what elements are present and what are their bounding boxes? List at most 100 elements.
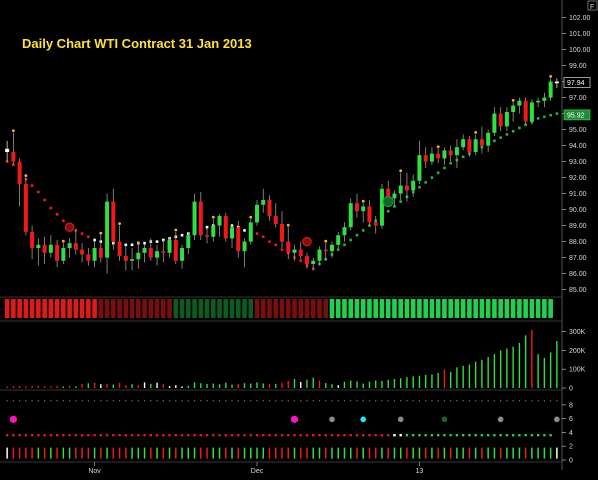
candle-body	[386, 188, 391, 199]
high-marker	[361, 199, 365, 203]
ribbon-bar	[548, 299, 553, 318]
high-marker	[118, 222, 121, 226]
ribbon-bar	[279, 299, 285, 318]
signal-grid-dot	[475, 400, 477, 402]
candle-body	[30, 232, 35, 248]
signal-trend-dot	[499, 434, 502, 437]
price-tick-label: 89.00	[569, 223, 587, 230]
candle-body	[517, 100, 522, 106]
signal-trend-dot	[218, 434, 221, 437]
ribbon-bar	[11, 299, 16, 318]
sell-signal-marker	[302, 236, 312, 247]
ribbon-bar	[323, 299, 329, 318]
candle-body	[461, 139, 466, 148]
signal-grid-dot	[343, 400, 346, 402]
ribbon-bar	[73, 299, 79, 318]
signal-trend-dot	[493, 434, 496, 437]
stop-dot	[518, 126, 521, 130]
candle-body	[548, 81, 553, 98]
ribbon-bar	[61, 299, 66, 318]
ribbon-bar	[504, 299, 510, 318]
stop-dot	[130, 243, 134, 247]
candle-body	[61, 248, 66, 261]
signal-grid-dot	[275, 400, 277, 402]
signal-trend-dot	[243, 434, 246, 437]
signal-grid-dot	[19, 400, 21, 402]
signal-tick-label: 0	[569, 458, 573, 465]
signal-grid-dot	[456, 400, 458, 402]
ribbon-bar	[92, 299, 97, 318]
ribbon-bar	[173, 299, 179, 318]
candle-body	[92, 248, 97, 261]
settings-box[interactable]	[587, 0, 598, 11]
price-tick-label: 99.00	[569, 63, 587, 70]
candle-body	[230, 227, 235, 239]
candle-body	[379, 188, 384, 226]
ribbon-bar	[242, 299, 247, 318]
signal-grid-dot	[543, 400, 545, 402]
signal-grid-dot	[175, 400, 177, 402]
candle-body	[267, 200, 272, 216]
signal-grid-dot	[193, 400, 196, 402]
candle-body	[105, 201, 110, 258]
ribbon-bar	[42, 299, 47, 318]
stop-dot	[205, 225, 209, 229]
stop-dot	[555, 112, 559, 115]
ribbon-bar	[67, 299, 72, 318]
price-tick-label: 97.00	[569, 95, 587, 102]
high-marker	[399, 169, 403, 173]
signal-grid-dot	[81, 400, 83, 402]
stop-dot	[499, 136, 502, 139]
candle-body	[304, 256, 309, 264]
signal-trend-dot	[162, 434, 165, 437]
ribbon-bar	[542, 299, 547, 318]
stop-dot	[511, 129, 515, 133]
signal-grid-dot	[493, 400, 496, 402]
candle-body	[298, 249, 303, 256]
high-marker	[511, 99, 515, 102]
candle-body	[67, 243, 72, 248]
candle-body	[411, 180, 416, 191]
candle-body	[248, 222, 253, 242]
candle-body	[542, 97, 547, 101]
signal-grid-dot	[231, 400, 233, 402]
signal-grid-dot	[443, 400, 446, 402]
ribbon-bar	[379, 299, 385, 318]
high-marker	[549, 75, 553, 78]
candle-body	[155, 251, 160, 258]
ribbon-bar	[254, 299, 260, 318]
candle-body	[205, 235, 210, 237]
volume-tick-label: 100K	[569, 367, 586, 374]
signal-trend-dot	[199, 434, 202, 437]
signal-grid-dot	[100, 400, 102, 402]
ribbon-bar	[298, 299, 304, 318]
signal-trend-dot	[461, 434, 465, 437]
signal-trend-dot	[543, 434, 546, 437]
signal-grid-dot	[200, 400, 202, 402]
ribbon-bar	[535, 299, 541, 318]
signal-grid-dot	[168, 400, 171, 402]
ribbon-bar	[342, 299, 347, 318]
candle-body	[442, 150, 447, 159]
signal-trend-dot	[330, 434, 334, 437]
candle-body	[286, 241, 291, 253]
signal-trend-dot	[155, 434, 159, 437]
ribbon-bar	[129, 299, 135, 318]
ribbon-bar	[179, 299, 185, 318]
candle-body	[311, 260, 316, 264]
high-marker	[436, 145, 440, 149]
stop-dot	[536, 117, 540, 120]
ribbon-bar	[86, 299, 91, 318]
signal-trend-dot	[399, 434, 402, 437]
signal-grid-dot	[93, 400, 96, 402]
signal-grid-dot	[306, 400, 308, 402]
signal-trend-dot	[149, 434, 153, 437]
trend-ribbon-panel	[0, 296, 562, 322]
candle-body	[123, 256, 128, 261]
corner-label: F	[590, 4, 594, 11]
stop-dot	[443, 166, 446, 170]
signal-grid-dot	[75, 400, 77, 402]
candle-body	[217, 216, 222, 226]
ribbon-bar	[492, 299, 497, 318]
stop-dot	[280, 248, 284, 251]
